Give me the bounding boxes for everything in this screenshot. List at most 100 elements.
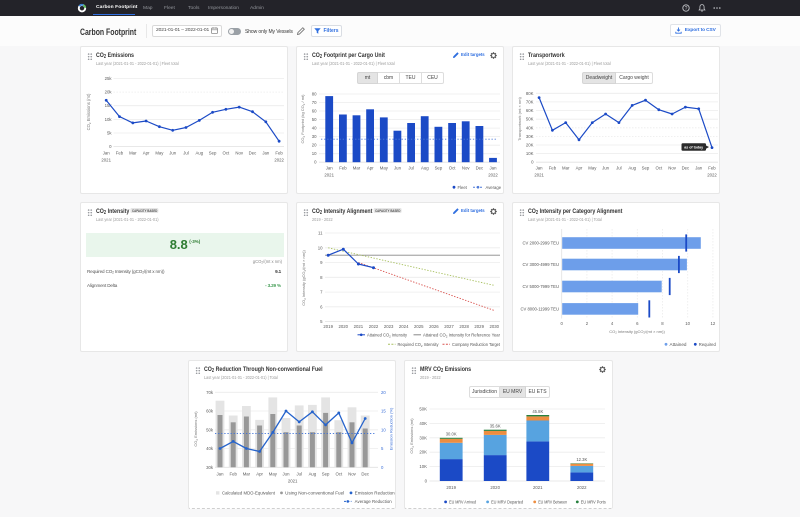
svg-text:15k: 15k bbox=[105, 103, 113, 108]
svg-text:25k: 25k bbox=[105, 76, 113, 81]
svg-text:2027: 2027 bbox=[444, 324, 454, 329]
svg-text:2029: 2029 bbox=[474, 324, 484, 329]
svg-text:Jan: Jan bbox=[217, 471, 225, 476]
svg-text:Dec: Dec bbox=[476, 166, 484, 171]
svg-text:Aug: Aug bbox=[628, 166, 636, 171]
svg-text:30: 30 bbox=[312, 134, 317, 139]
svg-text:CV 3000-4999 TEU: CV 3000-4999 TEU bbox=[523, 262, 559, 267]
svg-text:50k: 50k bbox=[206, 427, 214, 432]
svg-text:Required CO2 Intensity: Required CO2 Intensity bbox=[398, 342, 440, 348]
svg-text:Mar: Mar bbox=[562, 166, 570, 171]
svg-text:2023: 2023 bbox=[384, 324, 394, 329]
svg-text:10: 10 bbox=[318, 245, 323, 250]
svg-text:Jul: Jul bbox=[408, 166, 414, 171]
svg-text:60: 60 bbox=[312, 109, 317, 114]
svg-text:May: May bbox=[269, 471, 278, 476]
svg-text:2025: 2025 bbox=[414, 324, 424, 329]
svg-text:6: 6 bbox=[636, 321, 639, 326]
svg-text:2020: 2020 bbox=[339, 324, 349, 329]
svg-text:Using Non-conventional Fuel: Using Non-conventional Fuel bbox=[285, 491, 344, 496]
svg-text:4: 4 bbox=[611, 321, 614, 326]
svg-text:CV 2000-2999 TEU: CV 2000-2999 TEU bbox=[523, 241, 559, 246]
svg-text:5k: 5k bbox=[107, 131, 112, 136]
svg-text:2021: 2021 bbox=[288, 478, 298, 483]
svg-text:Jun: Jun bbox=[394, 166, 402, 171]
svg-text:Nov: Nov bbox=[235, 151, 243, 156]
svg-text:Nov: Nov bbox=[462, 166, 470, 171]
svg-text:10: 10 bbox=[381, 427, 386, 432]
svg-text:40: 40 bbox=[312, 126, 317, 131]
svg-text:30.0K: 30.0K bbox=[446, 432, 457, 437]
svg-text:Jan: Jan bbox=[262, 151, 270, 156]
svg-text:60k: 60k bbox=[206, 409, 214, 414]
svg-text:2021: 2021 bbox=[324, 173, 334, 178]
svg-text:Dec: Dec bbox=[682, 166, 690, 171]
svg-text:CO2 Intensity (gCO2/(mt × nm)): CO2 Intensity (gCO2/(mt × nm)) bbox=[301, 250, 307, 306]
svg-text:30K: 30K bbox=[419, 435, 427, 440]
svg-text:May: May bbox=[380, 166, 389, 171]
svg-text:Emission Reduction: Emission Reduction bbox=[355, 491, 396, 496]
svg-text:10: 10 bbox=[685, 321, 690, 326]
svg-text:0: 0 bbox=[561, 321, 564, 326]
svg-text:CO2 Emissions (mt): CO2 Emissions (mt) bbox=[409, 418, 415, 454]
svg-text:Oct: Oct bbox=[655, 166, 662, 171]
svg-text:?: ? bbox=[685, 6, 688, 12]
svg-text:6: 6 bbox=[320, 304, 323, 309]
svg-text:80: 80 bbox=[312, 92, 317, 97]
svg-text:Mar: Mar bbox=[353, 166, 361, 171]
svg-text:Jun: Jun bbox=[283, 471, 291, 476]
svg-text:2021: 2021 bbox=[101, 158, 111, 163]
svg-text:CV 5000-7999 TEU: CV 5000-7999 TEU bbox=[523, 284, 559, 289]
svg-text:Apr: Apr bbox=[367, 166, 374, 171]
svg-text:EU MRV Departed: EU MRV Departed bbox=[491, 500, 524, 505]
svg-text:Jun: Jun bbox=[602, 166, 610, 171]
svg-text:30k: 30k bbox=[206, 465, 214, 470]
svg-text:2021: 2021 bbox=[533, 485, 543, 490]
svg-text:May: May bbox=[155, 151, 164, 156]
svg-text:Jun: Jun bbox=[169, 151, 177, 156]
svg-text:50: 50 bbox=[312, 117, 317, 122]
svg-text:0: 0 bbox=[531, 160, 534, 165]
svg-text:Nov: Nov bbox=[348, 471, 356, 476]
svg-text:Attained CO2 Intensity for Ref: Attained CO2 Intensity for Reference Yea… bbox=[423, 333, 501, 339]
svg-text:CO2 Intensity (gCO2/(mt × nm)): CO2 Intensity (gCO2/(mt × nm)) bbox=[609, 329, 665, 335]
svg-text:15: 15 bbox=[381, 409, 386, 414]
svg-text:Average Reduction: Average Reduction bbox=[355, 499, 393, 504]
svg-text:20k: 20k bbox=[105, 90, 113, 95]
svg-text:Oct: Oct bbox=[449, 166, 456, 171]
svg-text:EU MRV Arrived: EU MRV Arrived bbox=[449, 500, 477, 505]
svg-text:11: 11 bbox=[318, 231, 323, 236]
svg-text:Dec: Dec bbox=[249, 151, 257, 156]
svg-text:0: 0 bbox=[381, 465, 384, 470]
svg-text:7: 7 bbox=[320, 290, 323, 295]
svg-text:Jan: Jan bbox=[103, 151, 111, 156]
svg-text:60K: 60K bbox=[526, 108, 534, 113]
svg-text:Dec: Dec bbox=[361, 471, 369, 476]
svg-text:Emission Reduction (%): Emission Reduction (%) bbox=[389, 407, 394, 450]
svg-text:2028: 2028 bbox=[459, 324, 469, 329]
svg-text:Feb: Feb bbox=[549, 166, 557, 171]
svg-text:20: 20 bbox=[381, 390, 386, 395]
svg-text:40k: 40k bbox=[206, 446, 214, 451]
svg-text:2026: 2026 bbox=[429, 324, 439, 329]
svg-text:CO2 Emissions (mt): CO2 Emissions (mt) bbox=[86, 93, 92, 130]
svg-text:Sep: Sep bbox=[642, 166, 650, 171]
svg-text:10: 10 bbox=[312, 151, 317, 156]
svg-text:Feb: Feb bbox=[229, 471, 237, 476]
svg-text:Feb: Feb bbox=[708, 166, 716, 171]
svg-text:5: 5 bbox=[320, 319, 323, 324]
svg-text:12: 12 bbox=[711, 321, 716, 326]
svg-text:Mar: Mar bbox=[129, 151, 137, 156]
svg-text:Attained CO2 Intensity: Attained CO2 Intensity bbox=[367, 333, 408, 339]
svg-text:2: 2 bbox=[586, 321, 589, 326]
svg-text:Sep: Sep bbox=[322, 471, 330, 476]
svg-text:5: 5 bbox=[381, 446, 384, 451]
svg-text:Feb: Feb bbox=[339, 166, 347, 171]
svg-text:Aug: Aug bbox=[309, 471, 317, 476]
svg-text:0: 0 bbox=[314, 160, 317, 165]
svg-text:Required: Required bbox=[699, 342, 717, 347]
svg-text:Feb: Feb bbox=[275, 151, 283, 156]
svg-text:Attained: Attained bbox=[670, 342, 688, 347]
svg-text:Oct: Oct bbox=[223, 151, 230, 156]
svg-text:EU MRV Between: EU MRV Between bbox=[538, 500, 568, 505]
